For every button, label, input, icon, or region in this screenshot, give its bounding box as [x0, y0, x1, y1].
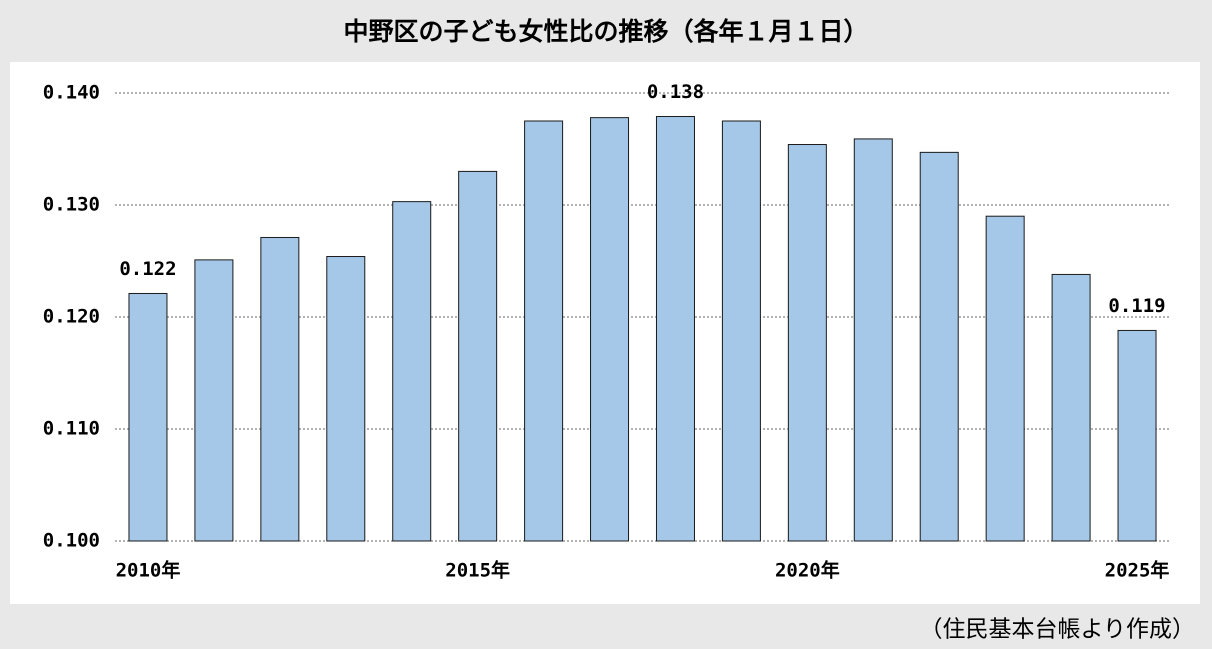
y-tick-label: 0.100	[43, 530, 100, 552]
x-tick-label: 2010年	[116, 559, 181, 582]
source-note: （住民基本台帳より作成）	[919, 617, 1195, 643]
bar	[655, 116, 695, 542]
y-tick-label: 0.120	[43, 306, 100, 328]
bar	[721, 120, 761, 542]
bar	[458, 170, 498, 542]
x-tick-label: 2020年	[775, 559, 840, 582]
bar	[919, 151, 959, 542]
y-tick-label: 0.110	[43, 418, 100, 440]
bar	[853, 138, 893, 542]
bar	[524, 120, 564, 542]
data-label: 0.122	[119, 258, 176, 280]
chart-title: 中野区の子ども女性比の推移（各年１月１日）	[343, 17, 868, 46]
bar	[985, 215, 1025, 542]
y-tick-label: 0.140	[43, 82, 100, 104]
bar	[1117, 329, 1157, 542]
bar	[326, 256, 366, 542]
data-label: 0.138	[647, 81, 704, 103]
bar	[194, 259, 234, 542]
y-tick-label: 0.130	[43, 194, 100, 216]
bar	[590, 117, 630, 542]
bar	[392, 201, 432, 542]
x-tick-label: 2025年	[1105, 559, 1170, 582]
data-label: 0.119	[1108, 295, 1165, 317]
bar	[787, 144, 827, 542]
bar	[1051, 273, 1091, 542]
bar	[128, 292, 168, 542]
x-tick-label: 2015年	[445, 559, 510, 582]
bar	[260, 236, 300, 542]
